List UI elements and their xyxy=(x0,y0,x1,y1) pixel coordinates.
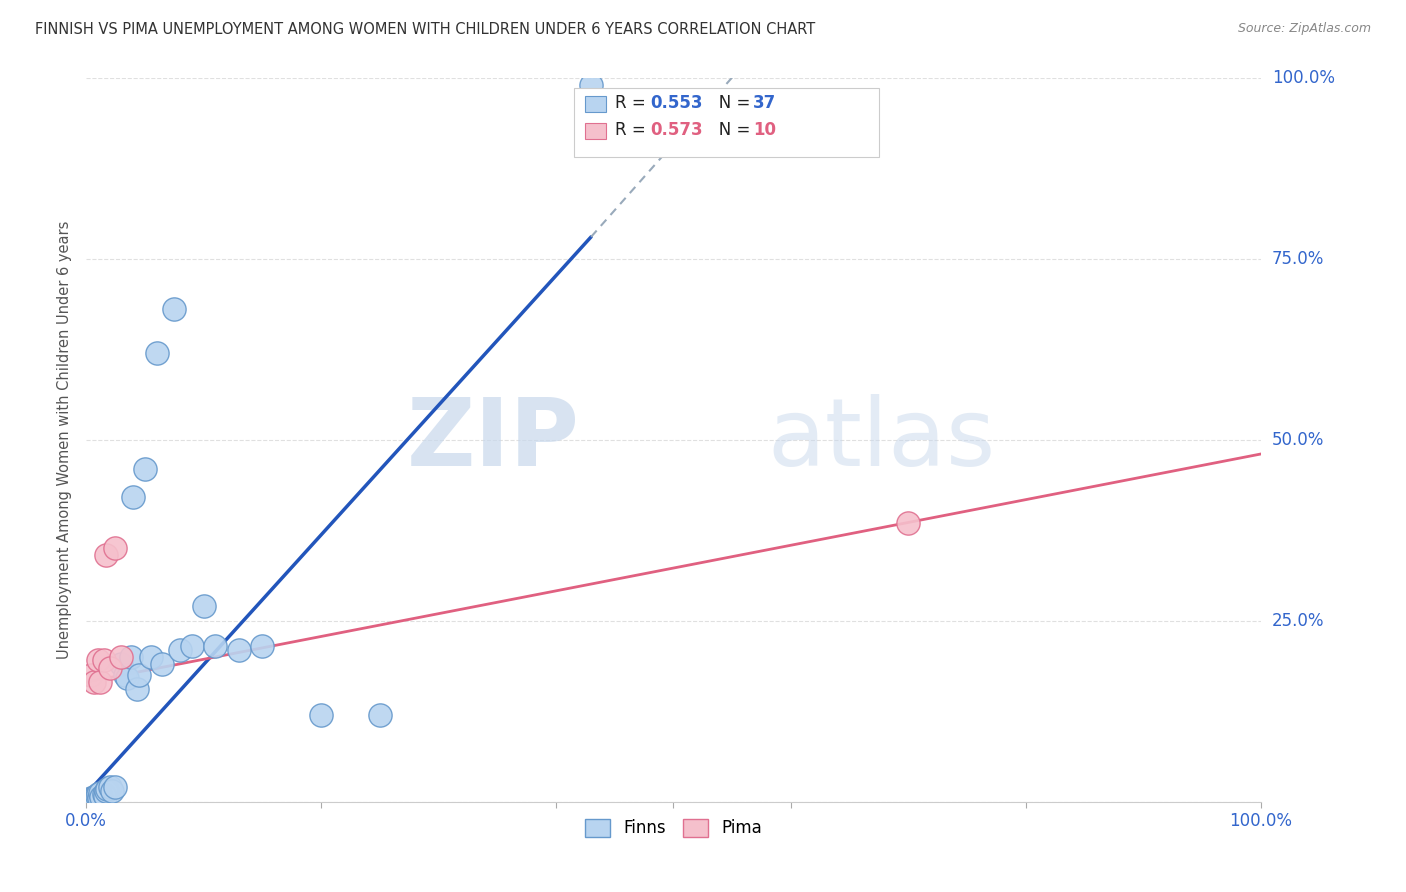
Text: 25.0%: 25.0% xyxy=(1272,612,1324,630)
Text: 50.0%: 50.0% xyxy=(1272,431,1324,449)
FancyBboxPatch shape xyxy=(585,123,606,139)
Text: 0.553: 0.553 xyxy=(650,94,703,112)
Point xyxy=(180,639,202,653)
Point xyxy=(86,789,108,803)
Point xyxy=(94,789,117,803)
Point xyxy=(309,707,332,722)
Point xyxy=(252,639,274,653)
Point xyxy=(98,780,121,794)
Text: 100.0%: 100.0% xyxy=(1272,69,1334,87)
Point xyxy=(93,788,115,802)
Point xyxy=(145,345,167,359)
Point xyxy=(120,649,142,664)
Point xyxy=(139,649,162,664)
Text: R =: R = xyxy=(614,94,651,112)
Point xyxy=(93,653,115,667)
Point xyxy=(104,780,127,794)
Point xyxy=(204,639,226,653)
Point xyxy=(96,781,118,796)
Point xyxy=(125,682,148,697)
Text: N =: N = xyxy=(703,94,755,112)
Text: 75.0%: 75.0% xyxy=(1272,250,1324,268)
Point xyxy=(89,786,111,800)
Text: N =: N = xyxy=(703,121,755,139)
Text: 10: 10 xyxy=(754,121,776,139)
Y-axis label: Unemployment Among Women with Children Under 6 years: Unemployment Among Women with Children U… xyxy=(58,220,72,658)
Text: ZIP: ZIP xyxy=(406,393,579,485)
Point xyxy=(122,491,145,505)
Point xyxy=(87,653,110,667)
FancyBboxPatch shape xyxy=(585,95,606,112)
Point xyxy=(87,791,110,805)
Point xyxy=(82,792,104,806)
Point xyxy=(104,541,127,556)
Point xyxy=(897,516,920,530)
Text: 0.573: 0.573 xyxy=(650,121,703,139)
FancyBboxPatch shape xyxy=(574,88,879,157)
Point xyxy=(134,461,156,475)
Point xyxy=(101,783,124,797)
Text: R =: R = xyxy=(614,121,651,139)
Point xyxy=(83,789,105,804)
Point xyxy=(94,549,117,563)
Point xyxy=(90,790,112,805)
Point xyxy=(163,302,186,317)
Point xyxy=(89,675,111,690)
Legend: Finns, Pima: Finns, Pima xyxy=(578,812,769,844)
Text: FINNISH VS PIMA UNEMPLOYMENT AMONG WOMEN WITH CHILDREN UNDER 6 YEARS CORRELATION: FINNISH VS PIMA UNEMPLOYMENT AMONG WOMEN… xyxy=(35,22,815,37)
Point xyxy=(87,788,110,802)
Point xyxy=(114,668,136,682)
Point xyxy=(368,707,391,722)
Point xyxy=(80,668,103,682)
Point xyxy=(579,78,602,92)
Point xyxy=(228,642,250,657)
Point xyxy=(80,791,103,805)
Point xyxy=(98,660,121,674)
Point xyxy=(83,675,105,690)
Text: Source: ZipAtlas.com: Source: ZipAtlas.com xyxy=(1237,22,1371,36)
Text: 37: 37 xyxy=(754,94,776,112)
Point xyxy=(152,657,174,671)
Point xyxy=(94,783,117,797)
Text: atlas: atlas xyxy=(768,393,995,485)
Point xyxy=(193,599,215,613)
Point xyxy=(110,657,132,671)
Point xyxy=(169,642,191,657)
Point xyxy=(84,790,107,805)
Point xyxy=(115,672,138,686)
Point xyxy=(110,649,132,664)
Point xyxy=(128,668,150,682)
